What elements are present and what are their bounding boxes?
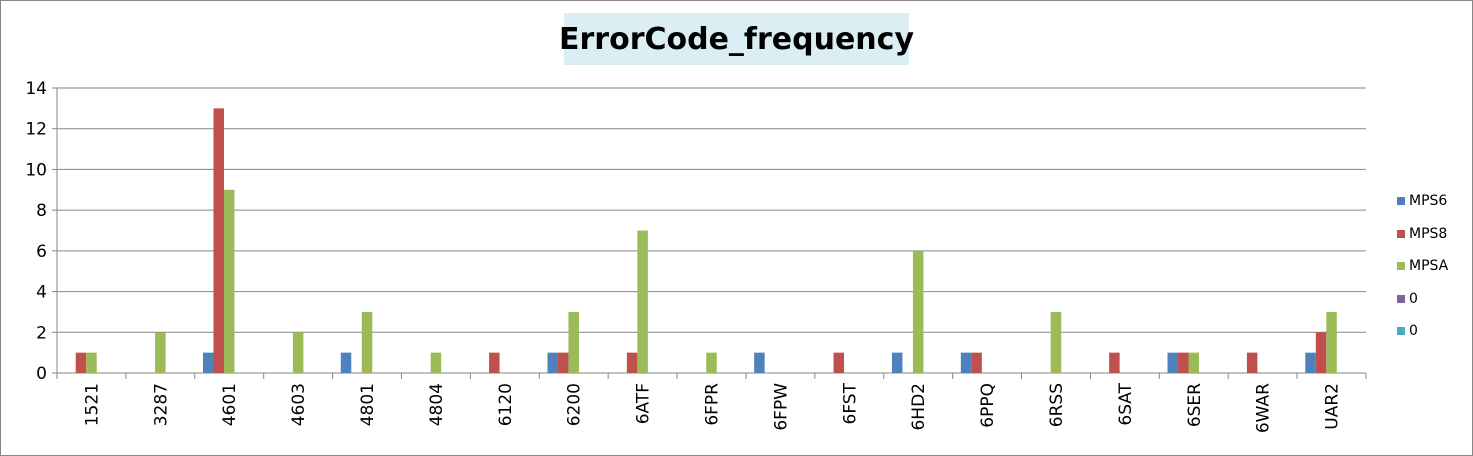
legend-item: 0 <box>1397 315 1448 348</box>
bar <box>430 352 442 373</box>
legend-swatch <box>1397 229 1405 238</box>
bar <box>1188 352 1200 373</box>
x-tick-label: 6200 <box>565 383 585 426</box>
x-tick-label: 6WAR <box>1254 383 1274 433</box>
y-tick-label: 2 <box>36 323 47 343</box>
bar <box>547 352 558 373</box>
bar <box>833 352 845 373</box>
legend-item: MPSA <box>1397 250 1448 283</box>
y-tick-label: 6 <box>36 242 47 262</box>
bar <box>754 352 765 373</box>
bar <box>1167 352 1179 373</box>
y-tick-label: 14 <box>25 79 47 99</box>
x-tick-label: 4801 <box>358 383 378 426</box>
bar <box>489 352 500 373</box>
bar <box>626 352 638 373</box>
bar <box>706 352 717 373</box>
x-tick-label: 6SER <box>1185 383 1205 427</box>
legend-swatch <box>1397 327 1405 336</box>
bar <box>155 332 166 373</box>
y-tick-label: 10 <box>25 160 47 180</box>
x-tick-label: 4603 <box>289 383 309 426</box>
x-tick-label: 4804 <box>427 383 447 426</box>
bar <box>1326 311 1337 373</box>
y-tick-label: 12 <box>25 120 47 140</box>
x-tick-label: 6HD2 <box>909 383 929 431</box>
bar <box>340 352 352 373</box>
x-tick-label: 6SAT <box>1116 382 1136 425</box>
bar <box>1178 352 1189 373</box>
bar <box>568 311 579 373</box>
bar <box>637 230 648 373</box>
y-tick-label: 8 <box>36 201 47 221</box>
x-tick-label: 3287 <box>151 383 171 426</box>
x-tick-label: UAR2 <box>1323 383 1343 430</box>
bar <box>1109 352 1120 373</box>
bar <box>223 189 235 373</box>
chart-legend: MPS6 MPS8 MPSA 0 0 <box>1397 185 1448 348</box>
legend-label: MPS8 <box>1409 225 1448 242</box>
legend-label: 0 <box>1409 290 1418 307</box>
x-tick-label: 1521 <box>82 383 102 426</box>
bar <box>971 352 982 373</box>
x-tick-label: 4601 <box>220 383 240 426</box>
bar <box>1050 311 1062 373</box>
bar <box>361 311 373 373</box>
chart-title: ErrorCode_frequency <box>559 13 914 65</box>
legend-label: 0 <box>1409 323 1418 340</box>
y-tick-label: 0 <box>36 364 47 384</box>
bar <box>891 352 903 373</box>
legend-label: MPSA <box>1409 258 1449 275</box>
bar <box>86 352 97 373</box>
legend-label: MPS6 <box>1409 193 1448 210</box>
legend-item: MPS6 <box>1397 185 1448 218</box>
legend-item: 0 <box>1397 283 1448 316</box>
x-tick-label: 6FPW <box>771 383 791 431</box>
x-tick-label: 6FST <box>840 382 860 424</box>
legend-item: MPS8 <box>1397 218 1448 251</box>
bar <box>960 352 972 373</box>
x-tick-label: 6ATF <box>634 383 654 424</box>
bar <box>912 250 924 373</box>
legend-swatch <box>1397 197 1405 206</box>
legend-swatch <box>1397 294 1405 303</box>
bar <box>557 352 569 373</box>
x-tick-label: 6120 <box>496 383 516 426</box>
bar <box>75 352 87 373</box>
x-tick-label: 6FPR <box>703 383 723 426</box>
bar <box>1305 352 1316 373</box>
x-tick-label: 6PPQ <box>978 383 998 428</box>
x-tick-label: 6RSS <box>1047 383 1067 427</box>
bar <box>202 352 214 373</box>
legend-swatch <box>1397 262 1405 271</box>
y-tick-label: 4 <box>36 283 47 303</box>
bar <box>292 332 304 373</box>
bar <box>213 108 224 373</box>
bar <box>1246 352 1258 373</box>
bar <box>1315 332 1327 373</box>
